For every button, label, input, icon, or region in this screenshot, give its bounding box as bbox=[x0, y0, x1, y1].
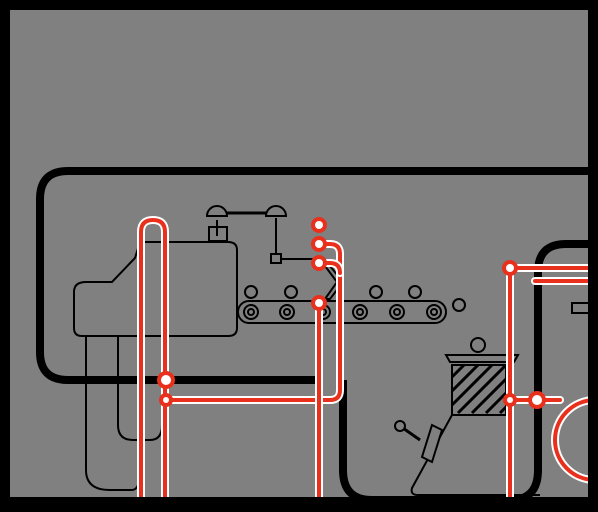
wire-node-center bbox=[315, 259, 323, 267]
wire-node-center bbox=[532, 395, 542, 405]
play-area bbox=[10, 10, 588, 498]
flask-machine bbox=[394, 302, 593, 496]
wire-node-center bbox=[163, 397, 169, 403]
conveyor-roller-hub bbox=[283, 308, 291, 316]
conveyor-roller bbox=[279, 304, 295, 320]
conveyor-roller-hub bbox=[430, 308, 438, 316]
conveyor-item bbox=[284, 285, 298, 299]
conveyor-roller-hub bbox=[393, 308, 401, 316]
wire-node-center bbox=[507, 397, 513, 403]
conveyor-item bbox=[369, 285, 383, 299]
wire bbox=[317, 261, 342, 275]
conveyor-roller bbox=[426, 304, 442, 320]
wire-node-center bbox=[506, 264, 514, 272]
conveyor-roller-hub bbox=[356, 308, 364, 316]
conveyor-roller bbox=[389, 304, 405, 320]
wire-network bbox=[137, 216, 594, 504]
upper-chamber-wall bbox=[36, 167, 588, 384]
wire bbox=[139, 218, 167, 502]
wire-node-center bbox=[161, 375, 171, 385]
robot-arm bbox=[205, 205, 345, 300]
conveyor-roller bbox=[243, 304, 259, 320]
wire-node-center bbox=[315, 299, 323, 307]
wire-node-center bbox=[315, 221, 323, 229]
lower-chamber-wall bbox=[339, 240, 588, 504]
wire-node-center bbox=[315, 240, 323, 248]
wire bbox=[163, 242, 342, 402]
conveyor-item bbox=[244, 285, 258, 299]
conveyor-item bbox=[408, 285, 422, 299]
conveyor-roller bbox=[352, 304, 368, 320]
conveyor-roller-hub bbox=[247, 308, 255, 316]
